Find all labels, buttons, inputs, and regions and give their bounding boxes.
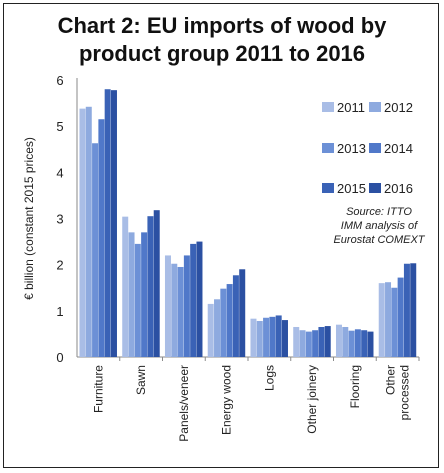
legend-label-2015: 2015: [337, 181, 366, 196]
x-tick-label-3: Energy wood: [220, 365, 234, 435]
bar-8-2011: [378, 283, 385, 357]
bar-4-2015: [232, 275, 239, 357]
bar-1-2014: [98, 119, 105, 358]
bar-3-2014: [183, 255, 190, 357]
bar-3-2015: [190, 243, 197, 357]
legend-swatch-2011: [322, 102, 334, 112]
bar-3-2011: [164, 255, 171, 357]
bar-2-2016: [153, 210, 160, 357]
bar-6-2012: [299, 330, 306, 357]
bar-4-2013: [220, 288, 227, 357]
chart-title: Chart 2: EU imports of wood by product g…: [0, 12, 444, 68]
bar-2-2012: [128, 232, 135, 357]
bar-2-2013: [134, 243, 141, 357]
bar-7-2016: [367, 331, 374, 357]
bar-7-2011: [335, 324, 342, 357]
bar-8-2012: [385, 282, 392, 357]
legend-swatch-2014: [369, 143, 381, 153]
y-axis-title: € billion (constant 2015 prices): [22, 137, 36, 300]
bar-7-2015: [361, 330, 368, 357]
bar-8-2016: [410, 263, 417, 357]
bar-5-2015: [275, 315, 282, 357]
legend-swatch-2013: [322, 143, 334, 153]
y-tick-label-1: 1: [56, 304, 63, 319]
source-note-line-3: Eurostat COMEXT: [333, 234, 425, 246]
legend-label-2012: 2012: [384, 100, 413, 115]
chart-title-line-2: product group 2011 to 2016: [78, 41, 366, 66]
x-tick-label-4: Logs: [262, 365, 276, 391]
bar-1-2015: [104, 89, 111, 357]
bar-3-2013: [177, 266, 184, 357]
bar-4-2016: [239, 269, 246, 357]
bar-7-2012: [342, 326, 349, 357]
bar-5-2013: [263, 317, 270, 357]
bar-3-2012: [171, 263, 178, 357]
legend-label-2013: 2013: [337, 141, 366, 156]
bar-6-2011: [293, 326, 300, 357]
bar-4-2014: [226, 284, 233, 357]
source-note-line-2: IMM analysis of: [341, 220, 418, 232]
bar-2-2011: [122, 216, 129, 357]
bar-6-2013: [305, 331, 312, 357]
bar-5-2016: [281, 320, 288, 357]
bar-5-2011: [250, 318, 257, 357]
x-tick-label-1: Sawn: [134, 365, 148, 395]
legend-label-2014: 2014: [384, 141, 413, 156]
legend-swatch-2012: [369, 102, 381, 112]
x-tick-label-5: Other joinery: [305, 365, 319, 434]
x-tick-label-6: Flooring: [348, 365, 362, 408]
bar-8-2014: [397, 277, 404, 357]
bar-7-2014: [354, 329, 361, 357]
bar-3-2016: [196, 241, 203, 357]
bar-4-2012: [214, 299, 221, 357]
y-tick-label-4: 4: [56, 165, 63, 180]
y-tick-label-0: 0: [56, 350, 63, 365]
y-tick-label-3: 3: [56, 212, 63, 227]
chart-title-line-1: Chart 2: EU imports of wood by: [57, 13, 387, 38]
bar-1-2011: [79, 108, 86, 358]
x-tick-label-2: Panels/veneer: [177, 365, 191, 442]
x-tick-label-0: Furniture: [91, 365, 105, 413]
legend-swatch-2015: [322, 183, 334, 193]
bar-2-2015: [147, 216, 154, 357]
bar-1-2013: [92, 143, 99, 357]
bar-6-2014: [312, 330, 319, 357]
bar-2-2014: [141, 232, 148, 357]
x-tick-label-7-line-2: processed: [398, 365, 412, 420]
source-note-line-1: Source: ITTO: [346, 206, 412, 218]
bar-8-2013: [391, 287, 398, 357]
bar-4-2011: [207, 303, 214, 357]
bar-1-2012: [85, 106, 92, 357]
bar-6-2016: [324, 326, 331, 357]
bar-1-2016: [110, 90, 117, 357]
legend-label-2016: 2016: [384, 181, 413, 196]
chart-frame: [3, 3, 439, 468]
legend-label-2011: 2011: [337, 100, 365, 115]
y-tick-label-2: 2: [56, 258, 63, 273]
bar-8-2015: [403, 263, 410, 357]
y-tick-label-6: 6: [56, 73, 63, 88]
y-tick-label-5: 5: [56, 119, 63, 134]
bar-5-2012: [256, 320, 263, 357]
bar-6-2015: [318, 326, 325, 357]
x-tick-label-7-line-1: Other: [384, 365, 398, 395]
bar-7-2013: [348, 330, 355, 357]
bar-5-2014: [269, 316, 276, 357]
legend-swatch-2016: [369, 183, 381, 193]
